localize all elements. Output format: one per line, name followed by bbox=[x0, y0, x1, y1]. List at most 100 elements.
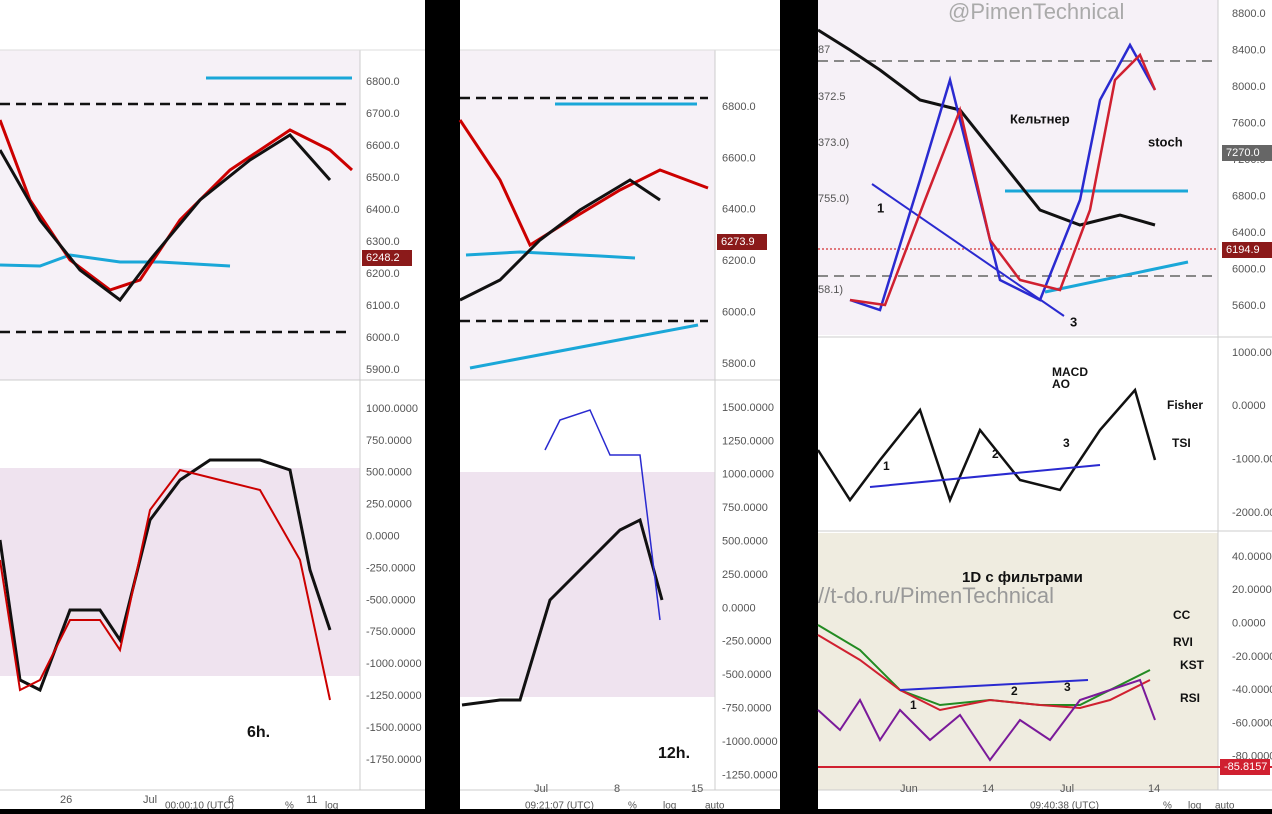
axis-label: 250.0000 bbox=[366, 499, 412, 511]
cut-label: 58.1) bbox=[818, 284, 843, 296]
axis-label: 500.0000 bbox=[366, 467, 412, 479]
axis-label: 8400.0 bbox=[1232, 44, 1266, 56]
time-label: 14 bbox=[1148, 783, 1160, 795]
axis-label: 6600.0 bbox=[366, 140, 400, 152]
axis-label: 6000.0 bbox=[1232, 263, 1266, 275]
time-label: 6 bbox=[228, 794, 234, 806]
status-text: auto bbox=[1215, 801, 1235, 809]
axis-label: 6800.0 bbox=[722, 101, 756, 113]
axis-label: 250.0000 bbox=[722, 569, 768, 581]
axis-label: 6200.0 bbox=[722, 255, 756, 267]
annotation: RVI bbox=[1173, 635, 1193, 649]
axis-label: 0.0000 bbox=[1232, 618, 1266, 630]
axis-label: -750.0000 bbox=[366, 626, 416, 638]
axis-label: 1250.0000 bbox=[722, 435, 774, 447]
axis-label: -1250.0000 bbox=[366, 690, 422, 702]
axis-label: 20.0000 bbox=[1232, 584, 1272, 596]
axis-label: -40.0000 bbox=[1232, 684, 1272, 696]
axis-label: 0.0000 bbox=[722, 602, 756, 614]
axis-label: 6000.0 bbox=[366, 332, 400, 344]
annotation: Fisher bbox=[1167, 398, 1203, 412]
annotation: 2 bbox=[1011, 684, 1018, 698]
axis-label: 6100.0 bbox=[366, 300, 400, 312]
axis-label: -1000.0000 bbox=[1232, 454, 1272, 466]
axis-label: 5900.0 bbox=[366, 364, 400, 376]
watermark: @PimenTechnical bbox=[948, 0, 1124, 24]
axis-label: 5800.0 bbox=[722, 358, 756, 370]
panel-right bbox=[816, 0, 1272, 809]
axis-label: 6400.0 bbox=[1232, 227, 1266, 239]
axis-label: 1000.0000 bbox=[1232, 347, 1272, 359]
annotation: TSI bbox=[1172, 436, 1191, 450]
axis-label: -250.0000 bbox=[722, 636, 772, 648]
price-badge bbox=[1220, 759, 1270, 775]
axis-label: -20.0000 bbox=[1232, 651, 1272, 663]
annotation: 1 bbox=[910, 698, 917, 712]
price-badge bbox=[1222, 145, 1272, 161]
annotation: 2 bbox=[992, 447, 999, 461]
annotation: 3 bbox=[1070, 314, 1077, 329]
time-label: Jul bbox=[143, 794, 157, 806]
price-badge-text: -85.8157 bbox=[1224, 761, 1267, 773]
axis-label: 500.0000 bbox=[722, 536, 768, 548]
price-badge-text: 7270.0 bbox=[1226, 147, 1260, 159]
annotation: 1 bbox=[877, 200, 884, 215]
price-badge bbox=[717, 234, 767, 250]
axis-label: 0.0000 bbox=[1232, 400, 1266, 412]
axis-label: 6700.0 bbox=[366, 108, 400, 120]
annotation: 1 bbox=[883, 459, 890, 473]
annotation: RSI bbox=[1180, 691, 1200, 705]
annotation: stoch bbox=[1148, 134, 1183, 149]
axis-label: -1750.0000 bbox=[366, 754, 422, 766]
status-text: log bbox=[663, 801, 676, 809]
axis-label: 7600.0 bbox=[1232, 117, 1266, 129]
price-badge-text: 6248.2 bbox=[366, 252, 400, 264]
axis-label: 1500.0000 bbox=[722, 402, 774, 414]
annotation: AO bbox=[1052, 377, 1070, 391]
axis-label: 6600.0 bbox=[722, 152, 756, 164]
axis-label: -1000.0000 bbox=[366, 658, 422, 670]
price-badge-text: 6194.9 bbox=[1226, 244, 1260, 256]
status-text: % bbox=[628, 801, 637, 809]
pane-title: 1D с фильтрами bbox=[962, 569, 1083, 586]
time-label: 14 bbox=[982, 783, 994, 795]
axis-label: 750.0000 bbox=[722, 502, 768, 514]
price-badge bbox=[1222, 242, 1272, 258]
annotation: 3 bbox=[1064, 680, 1071, 694]
axis-label: 8000.0 bbox=[1232, 81, 1266, 93]
axis-label: 6200.0 bbox=[366, 268, 400, 280]
axis-label: -60.0000 bbox=[1232, 717, 1272, 729]
cut-label: 373.0) bbox=[818, 137, 849, 149]
axis-label: -1500.0000 bbox=[366, 722, 422, 734]
axis-label: 0.0000 bbox=[366, 531, 400, 543]
status-text: auto bbox=[705, 801, 725, 809]
axis-label: 6000.0 bbox=[722, 307, 756, 319]
status-text: log bbox=[1188, 801, 1201, 809]
annotation: KST bbox=[1180, 658, 1205, 672]
price-badge bbox=[362, 250, 412, 266]
time-label: 8 bbox=[614, 783, 620, 795]
time-label: Jun bbox=[900, 783, 918, 795]
time-label: 11 bbox=[306, 794, 317, 806]
time-label: 26 bbox=[60, 794, 72, 806]
annotation: MACD bbox=[1052, 365, 1088, 379]
axis-label: -500.0000 bbox=[722, 669, 772, 681]
annotation: 3 bbox=[1063, 436, 1070, 450]
annotation: Кельтнер bbox=[1010, 111, 1070, 126]
axis-label: 1000.0000 bbox=[366, 403, 418, 415]
time-label: Jul bbox=[1060, 783, 1074, 795]
axis-label: -1250.0000 bbox=[722, 769, 778, 781]
status-text: 09:21:07 (UTC) bbox=[525, 801, 594, 809]
axis-label: -750.0000 bbox=[722, 703, 772, 715]
status-text: 00:00:10 (UTC) bbox=[165, 801, 234, 809]
cut-label: 755.0) bbox=[818, 193, 849, 205]
price-badge-text: 6273.9 bbox=[721, 236, 755, 248]
axis-label: -500.0000 bbox=[366, 594, 416, 606]
axis-label: 1000.0000 bbox=[722, 469, 774, 481]
axis-label: 6400.0 bbox=[366, 204, 400, 216]
axis-label: -1000.0000 bbox=[722, 736, 778, 748]
axis-label: 750.0000 bbox=[366, 435, 412, 447]
time-label: 15 bbox=[691, 783, 703, 795]
